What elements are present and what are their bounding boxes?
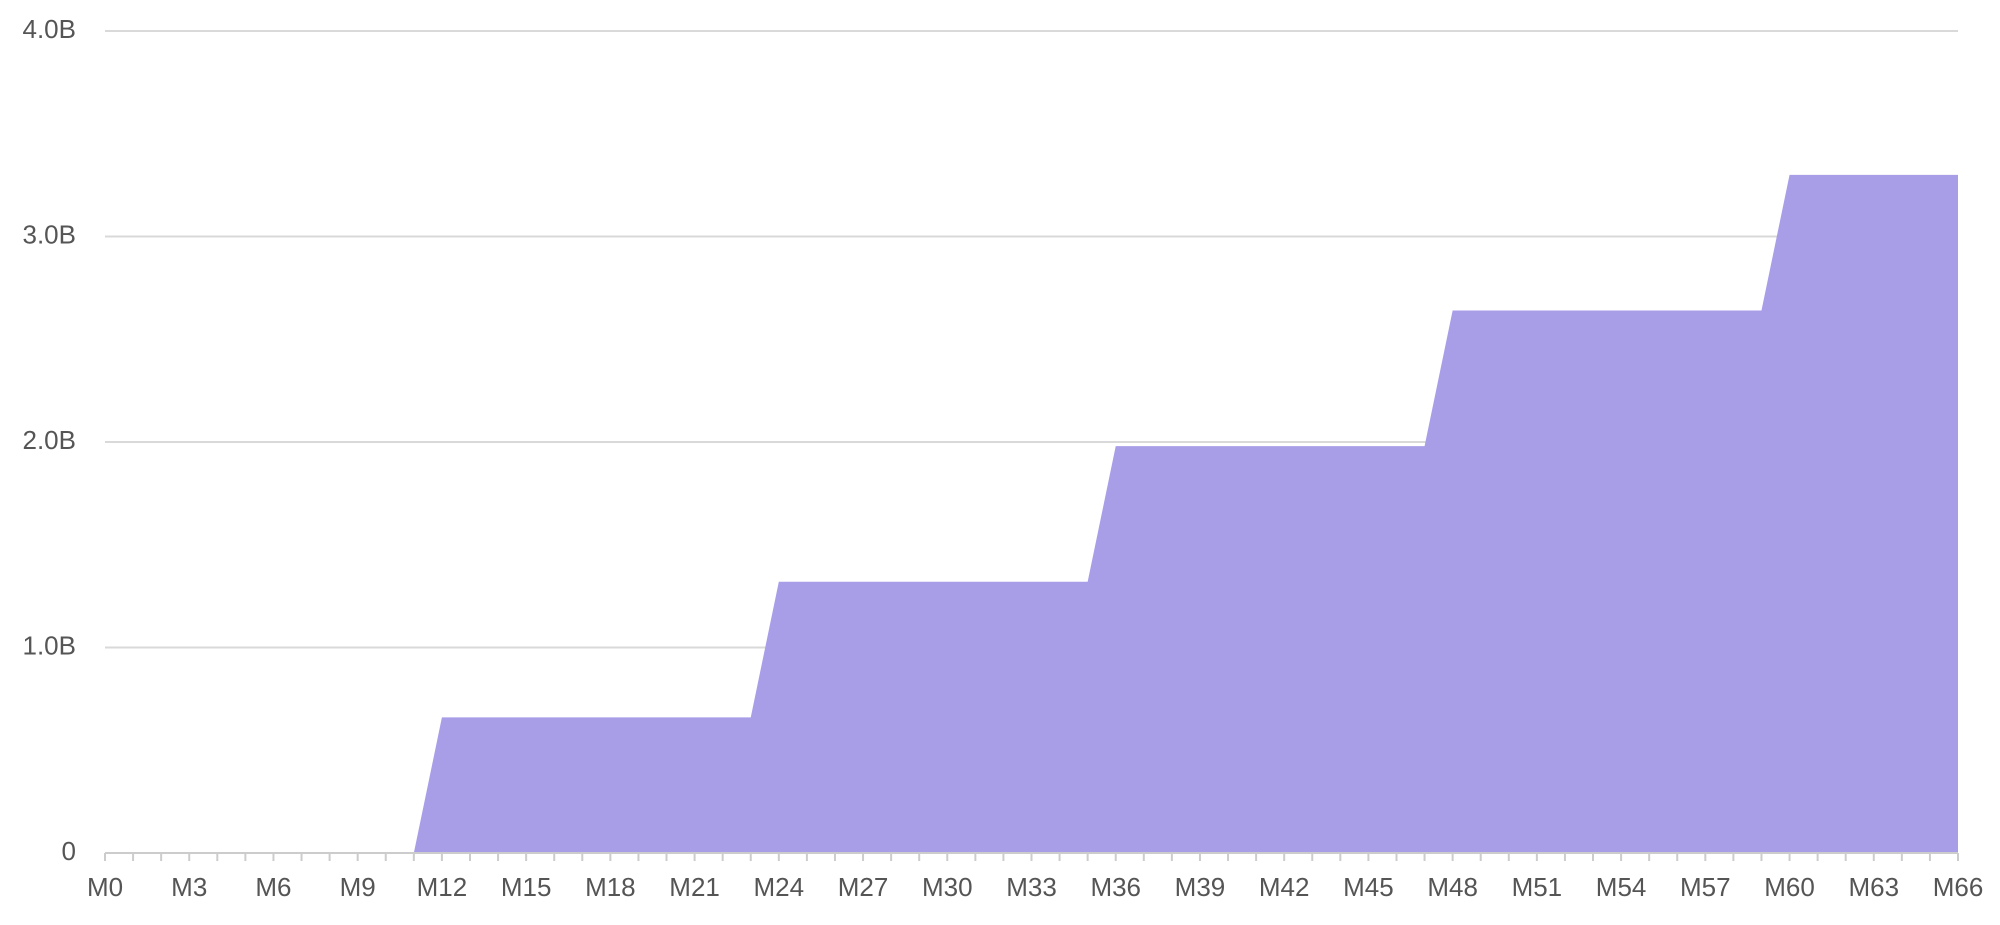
x-tick-label: M18 xyxy=(585,872,636,902)
y-tick-label: 2.0B xyxy=(23,425,77,455)
x-tick-label: M30 xyxy=(922,872,973,902)
x-tick-label: M60 xyxy=(1764,872,1815,902)
x-tick-label: M45 xyxy=(1343,872,1394,902)
x-tick-label: M48 xyxy=(1427,872,1478,902)
y-tick-label: 1.0B xyxy=(23,630,77,660)
x-tick-label: M39 xyxy=(1175,872,1226,902)
x-tick-label: M6 xyxy=(255,872,291,902)
x-tick-label: M9 xyxy=(340,872,376,902)
x-tick-label: M57 xyxy=(1680,872,1731,902)
x-tick-label: M0 xyxy=(87,872,123,902)
y-tick-label: 3.0B xyxy=(23,219,77,249)
x-tick-label: M42 xyxy=(1259,872,1310,902)
x-tick-label: M33 xyxy=(1006,872,1057,902)
area xyxy=(105,174,1958,854)
x-tick-label: M21 xyxy=(669,872,720,902)
x-tick-label: M66 xyxy=(1933,872,1984,902)
x-tick-label: M27 xyxy=(838,872,889,902)
y-tick-label: 0 xyxy=(62,836,76,866)
y-tick-label: 4.0B xyxy=(23,14,77,44)
x-tick-label: M24 xyxy=(754,872,805,902)
x-tick-label: M3 xyxy=(171,872,207,902)
x-tick-label: M54 xyxy=(1596,872,1647,902)
x-tick-label: M36 xyxy=(1090,872,1141,902)
x-tick-label: M15 xyxy=(501,872,552,902)
x-tick-label: M12 xyxy=(417,872,468,902)
x-tick-label: M51 xyxy=(1512,872,1563,902)
x-tick-label: M63 xyxy=(1848,872,1899,902)
